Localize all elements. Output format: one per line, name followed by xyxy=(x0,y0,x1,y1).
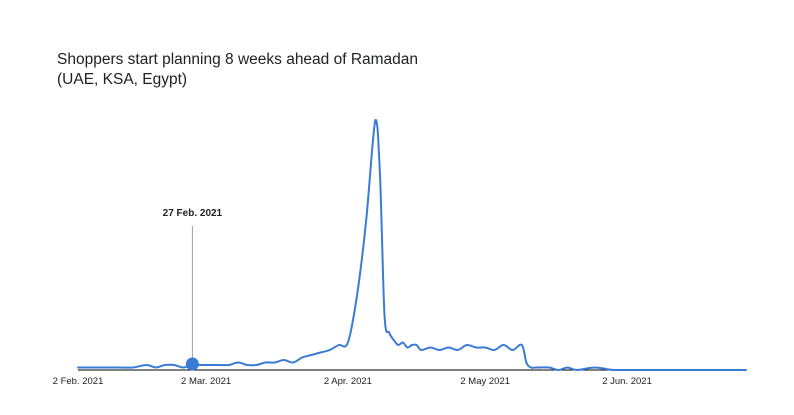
x-tick-label: 2 Apr. 2021 xyxy=(324,376,372,387)
x-tick-label: 2 Feb. 2021 xyxy=(53,376,104,387)
x-tick-label: 2 Jun. 2021 xyxy=(602,376,652,387)
annotation-marker xyxy=(185,357,199,371)
chart-title-block: Shoppers start planning 8 weeks ahead of… xyxy=(57,50,418,90)
series-line xyxy=(77,118,747,372)
annotation-label: 27 Feb. 2021 xyxy=(163,208,223,219)
chart-title: Shoppers start planning 8 weeks ahead of… xyxy=(57,51,419,68)
x-tick-label: 2 May 2021 xyxy=(460,376,510,387)
chart-subtitle: (UAE, KSA, Egypt) xyxy=(57,71,188,88)
x-tick-label: 2 Mar. 2021 xyxy=(181,376,231,387)
